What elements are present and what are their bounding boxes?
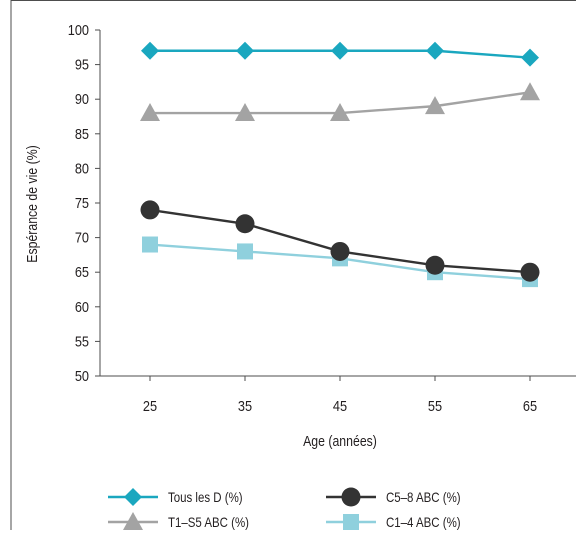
x-tick-label: 45: [333, 397, 347, 414]
legend-item: T1–S5 ABC (%): [108, 512, 249, 530]
y-tick-label: 80: [75, 159, 89, 176]
series-layer: [140, 41, 540, 288]
legend-marker: [124, 488, 142, 506]
y-tick-label: 50: [75, 367, 89, 384]
y-tick-label: 95: [75, 56, 89, 73]
legend-marker: [343, 514, 359, 530]
data-point: [520, 82, 540, 101]
data-point: [521, 48, 539, 67]
y-tick-label: 65: [75, 263, 89, 280]
legend-label: C5–8 ABC (%): [386, 489, 461, 505]
y-tick-label: 85: [75, 125, 89, 142]
legend-label: T1–S5 ABC (%): [168, 514, 249, 530]
y-tick-label: 75: [75, 194, 89, 211]
data-point: [140, 103, 160, 122]
legend-marker: [123, 512, 143, 530]
legend-item: C5–8 ABC (%): [326, 487, 461, 507]
x-tick-label: 65: [523, 397, 537, 414]
legend-label: Tous les D (%): [168, 489, 243, 505]
data-point: [235, 214, 255, 234]
x-tick-label: 55: [428, 397, 442, 414]
y-tick-label: 100: [68, 21, 89, 38]
series-diamond: [141, 41, 539, 67]
legend-marker: [341, 487, 361, 507]
legend-item: C1–4 ABC (%): [326, 514, 461, 530]
series-circle: [140, 200, 540, 282]
y-tick-label: 90: [75, 90, 89, 107]
x-tick-label: 25: [143, 397, 157, 414]
y-tick-label: 70: [75, 229, 89, 246]
legend-label: C1–4 ABC (%): [386, 514, 461, 530]
y-tick-label: 60: [75, 298, 89, 315]
plot-area: [99, 30, 576, 377]
data-point: [426, 41, 444, 60]
data-point: [425, 96, 445, 115]
data-point: [330, 103, 350, 122]
data-point: [236, 41, 254, 60]
y-axis: 50 55 60 65 70 75 80 85 90 95 100: [68, 21, 100, 384]
x-tick-label: 35: [238, 397, 252, 414]
data-point: [330, 241, 350, 261]
legend: Tous les D (%) T1–S5 ABC (%) C5–8 ABC (%) C…: [108, 487, 461, 530]
x-axis-label: Age (années): [303, 433, 377, 449]
data-point: [331, 41, 349, 60]
data-point: [141, 41, 159, 60]
series-triangle: [140, 82, 540, 122]
y-axis-label: Espérance de vie (%): [24, 145, 40, 262]
data-point: [425, 255, 445, 275]
data-point: [140, 200, 160, 220]
legend-item: Tous les D (%): [108, 488, 243, 506]
x-axis: 25 35 45 55 65: [143, 376, 537, 414]
data-point: [142, 236, 158, 253]
data-point: [520, 262, 540, 282]
y-tick-label: 55: [75, 332, 89, 349]
data-point: [235, 103, 255, 122]
data-point: [237, 243, 253, 260]
